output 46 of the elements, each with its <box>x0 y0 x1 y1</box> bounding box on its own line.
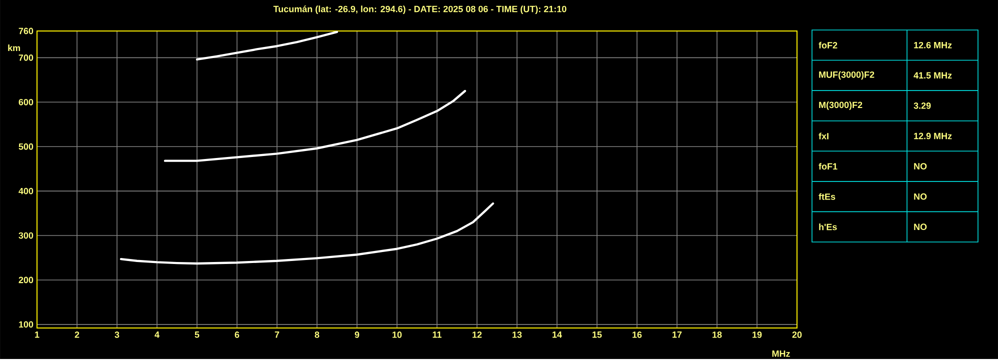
x-axis-title: MHz <box>772 350 790 357</box>
x-tick-label: 10 <box>392 332 402 338</box>
text: 12.6 MHz <box>914 42 952 48</box>
text: 12.9 MHz <box>914 132 952 140</box>
text: 41.5 MHz <box>914 72 952 79</box>
chart-title: Tucumán (lat: -26.9, lon: 294.6) - DATE: 2025 08 06 - TIME (UT): 21:10 <box>273 6 566 14</box>
x-tick-label: 18 <box>712 332 722 338</box>
category-label: foF1 <box>818 162 838 170</box>
text: NO <box>914 224 927 230</box>
x-tick-label: 13 <box>512 332 522 338</box>
x-tick-label: 4 <box>154 332 160 338</box>
text: NO <box>914 163 927 170</box>
category-label: fxI <box>818 132 828 140</box>
y-axis-title: km <box>8 44 20 52</box>
x-tick-label: 6 <box>234 332 240 338</box>
category-label: foF2 <box>818 42 838 48</box>
x-tick-label: 9 <box>354 332 360 338</box>
y-tick-label: 600 <box>18 98 34 106</box>
x-tick-label: 16 <box>632 332 642 338</box>
x-tick-label: 11 <box>432 332 442 338</box>
category-label: h'Es <box>819 224 837 230</box>
x-tick-label: 7 <box>274 332 280 338</box>
x-tick-label: 3 <box>114 332 120 338</box>
x-tick-label: 20 <box>792 332 802 338</box>
category-label: ftEs <box>818 193 836 200</box>
y-tick-label: 300 <box>18 232 34 239</box>
x-tick-label: 5 <box>194 332 200 338</box>
y-tick-label: 400 <box>18 188 34 194</box>
x-tick-label: 12 <box>472 332 482 338</box>
category-label: MUF(3000)F2 <box>819 71 874 80</box>
line-series <box>120 202 494 265</box>
x-tick-label: 15 <box>592 332 602 338</box>
x-tick-label: 1 <box>35 332 40 338</box>
x-tick-label: 17 <box>672 332 682 338</box>
y-tick-label: 200 <box>18 276 34 284</box>
category-label: M(3000)F2 <box>819 101 862 110</box>
y-tick-label: 700 <box>18 54 34 61</box>
x-tick-label: 14 <box>552 332 562 338</box>
x-tick-label: 8 <box>314 332 320 338</box>
x-tick-label: 19 <box>752 332 762 338</box>
y-tick-label: 100 <box>19 321 34 328</box>
x-tick-label: 2 <box>74 332 80 338</box>
text: NO <box>914 193 927 200</box>
y-tick-label: 500 <box>18 143 34 150</box>
text: 3.29 <box>914 102 931 109</box>
y-tick-label: 760 <box>18 28 34 34</box>
